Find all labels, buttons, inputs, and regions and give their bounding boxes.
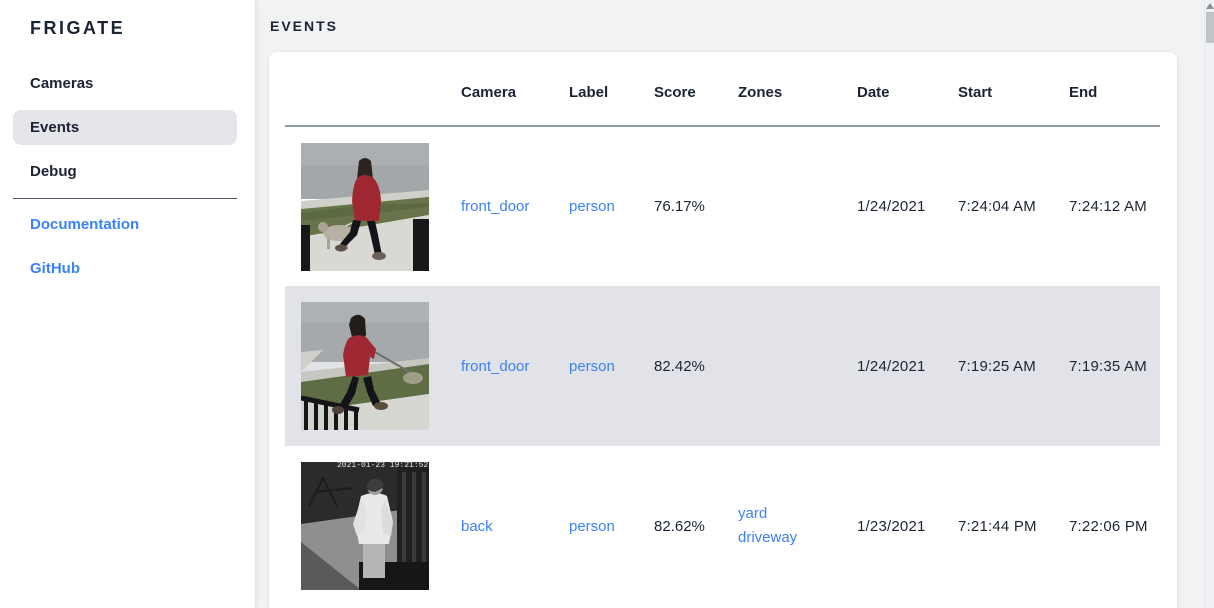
date-value: 1/24/2021	[857, 198, 926, 215]
column-header-label: Label	[569, 52, 654, 127]
column-header-date: Date	[857, 52, 958, 127]
table-row[interactable]: front_door person 82.42% 1/24/2021 7:19:…	[285, 286, 1160, 446]
sidebar-item-events[interactable]: Events	[13, 110, 237, 145]
column-header-score: Score	[654, 52, 738, 127]
score-value: 76.17%	[654, 198, 705, 215]
sidebar-item-cameras[interactable]: Cameras	[30, 75, 94, 92]
sidebar-item-github[interactable]: GitHub	[30, 260, 80, 277]
sidebar-item-documentation[interactable]: Documentation	[30, 216, 140, 233]
zone-link[interactable]: yard	[738, 505, 768, 522]
score-value: 82.62%	[654, 517, 705, 535]
column-header-thumbnail	[285, 52, 461, 127]
thumbnail-cell	[285, 286, 461, 446]
svg-text:2021-01-23 19:21:52: 2021-01-23 19:21:52	[337, 462, 428, 470]
camera-link[interactable]: front_door	[461, 357, 530, 375]
event-thumbnail[interactable]	[301, 142, 429, 271]
sidebar: FRIGATE Cameras Events Debug Documentati…	[0, 0, 255, 608]
label-link[interactable]: person	[569, 517, 615, 535]
date-value: 1/23/2021	[857, 517, 926, 535]
end-time-value: 7:19:35 AM	[1069, 357, 1147, 375]
page-title: EVENTS	[270, 18, 339, 34]
events-table: Camera Label Score Zones Date Start End	[285, 52, 1160, 606]
event-thumbnail[interactable]	[301, 302, 429, 430]
start-time-value: 7:21:44 PM	[958, 517, 1037, 535]
sidebar-nav: Cameras Events Debug Documentation GitHu…	[0, 66, 255, 286]
table-header-row: Camera Label Score Zones Date Start End	[285, 52, 1160, 127]
zones-cell	[738, 126, 857, 286]
sidebar-divider	[13, 198, 237, 199]
score-value: 82.42%	[654, 357, 705, 375]
vertical-scrollbar[interactable]	[1204, 0, 1214, 608]
column-header-start: Start	[958, 52, 1069, 127]
column-header-camera: Camera	[461, 52, 569, 127]
start-time-value: 7:19:25 AM	[958, 357, 1036, 375]
zones-cell	[738, 286, 857, 446]
thumbnail-cell	[285, 126, 461, 286]
event-thumbnail[interactable]: 2021-01-23 19:21:52	[301, 462, 429, 590]
start-time-value: 7:24:04 AM	[958, 198, 1036, 215]
table-row[interactable]: front_door person 76.17% 1/24/2021 7:24:…	[285, 126, 1160, 286]
zones-cell: yard driveway	[738, 446, 857, 606]
column-header-zones: Zones	[738, 52, 857, 127]
end-time-value: 7:24:12 AM	[1069, 198, 1147, 215]
app-logo[interactable]: FRIGATE	[30, 18, 126, 38]
camera-link[interactable]: front_door	[461, 198, 530, 215]
events-card: Camera Label Score Zones Date Start End	[269, 52, 1177, 608]
table-row[interactable]: 2021-01-23 19:21:52 back person 82.62% y…	[285, 446, 1160, 606]
thumbnail-cell: 2021-01-23 19:21:52	[285, 446, 461, 606]
label-link[interactable]: person	[569, 198, 615, 215]
camera-link[interactable]: back	[461, 517, 493, 535]
column-header-end: End	[1069, 52, 1160, 127]
end-time-value: 7:22:06 PM	[1069, 517, 1148, 535]
scroll-up-arrow-icon[interactable]	[1206, 3, 1214, 9]
label-link[interactable]: person	[569, 357, 615, 375]
zone-link[interactable]: driveway	[738, 529, 798, 546]
sidebar-item-debug[interactable]: Debug	[30, 163, 77, 180]
scrollbar-thumb[interactable]	[1206, 12, 1214, 43]
main-content: EVENTS Camera Label Score Zones Date Sta…	[255, 0, 1204, 608]
date-value: 1/24/2021	[857, 357, 926, 375]
